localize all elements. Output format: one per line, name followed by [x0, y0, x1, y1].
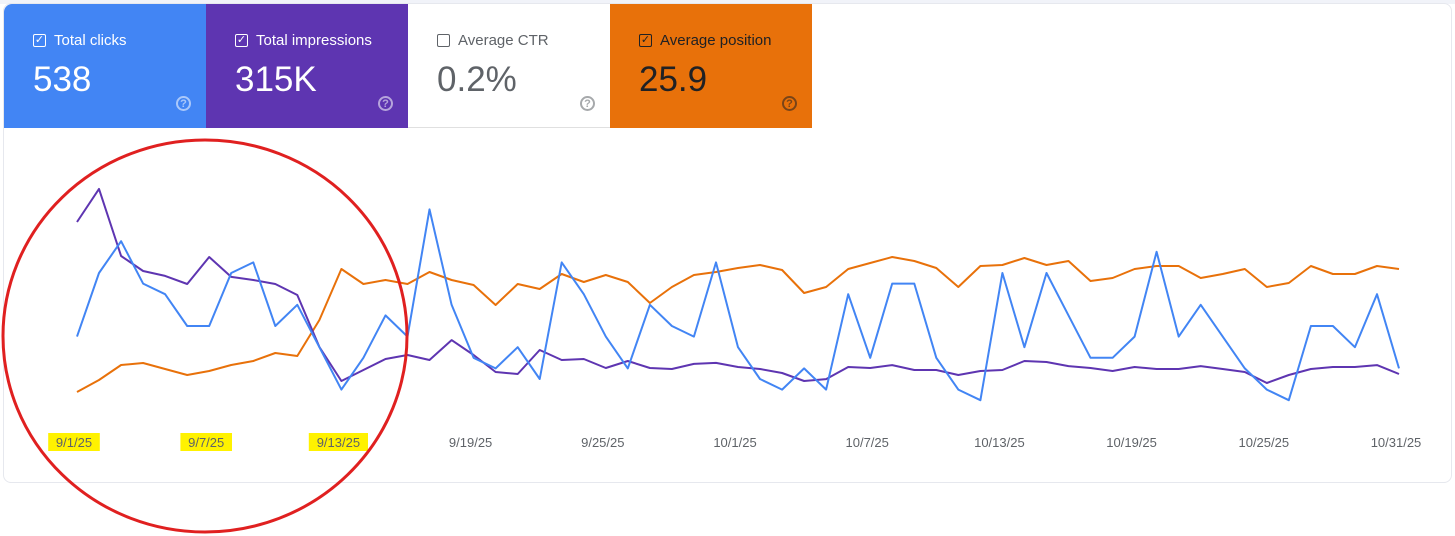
help-icon[interactable]: ? [176, 96, 191, 111]
x-tick-label: 9/1/25 [56, 435, 92, 450]
page-background-strip [0, 0, 1455, 4]
metric-label-text: Average CTR [458, 32, 549, 49]
x-tick-label: 10/25/25 [1238, 435, 1289, 450]
x-tick-label: 9/19/25 [449, 435, 492, 450]
metric-card-total-impressions[interactable]: ✓ Total impressions 315K ? [206, 4, 408, 128]
performance-panel: ✓ Total clicks 538 ? ✓ Total impressions 31… [3, 3, 1452, 483]
help-icon[interactable]: ? [782, 96, 797, 111]
tick-highlight [308, 433, 368, 451]
series-line-impressions [76, 187, 1400, 384]
metric-label: ✓ Total impressions [235, 32, 372, 49]
series-line-clicks [76, 208, 1400, 402]
x-tick-label: 10/19/25 [1106, 435, 1157, 450]
tick-highlight [180, 433, 232, 451]
annotation-circle [1, 138, 409, 534]
metric-card-average-position[interactable]: ✓ Average position 25.9 ? [610, 4, 812, 128]
metric-value: 538 [33, 60, 92, 99]
x-tick-label: 10/1/25 [713, 435, 756, 450]
x-tick-label: 9/25/25 [581, 435, 624, 450]
checkbox-checked-icon[interactable]: ✓ [33, 34, 46, 47]
tick-highlight [48, 433, 100, 451]
metric-label: Average CTR [437, 32, 549, 49]
metric-value: 0.2% [437, 60, 517, 99]
metric-value: 25.9 [639, 60, 708, 99]
metric-label: ✓ Average position [639, 32, 771, 49]
checkbox-checked-icon[interactable]: ✓ [639, 34, 652, 47]
help-icon[interactable]: ? [580, 96, 595, 111]
metric-label-text: Total impressions [256, 32, 372, 49]
series-line-position [76, 256, 1400, 393]
metric-label-text: Average position [660, 32, 772, 49]
metric-card-total-clicks[interactable]: ✓ Total clicks 538 ? [4, 4, 206, 128]
x-tick-label: 10/7/25 [846, 435, 889, 450]
metric-label-text: Total clicks [54, 32, 127, 49]
x-tick-label: 10/31/25 [1371, 435, 1422, 450]
metric-value: 315K [235, 60, 317, 99]
metric-label: ✓ Total clicks [33, 32, 127, 49]
x-tick-label: 10/13/25 [974, 435, 1025, 450]
x-tick-label: 9/7/25 [188, 435, 224, 450]
help-icon[interactable]: ? [378, 96, 393, 111]
x-tick-label: 9/13/25 [317, 435, 360, 450]
metric-card-average-ctr[interactable]: Average CTR 0.2% ? [408, 4, 610, 128]
checkbox-checked-icon[interactable]: ✓ [235, 34, 248, 47]
checkbox-unchecked-icon[interactable] [437, 34, 450, 47]
